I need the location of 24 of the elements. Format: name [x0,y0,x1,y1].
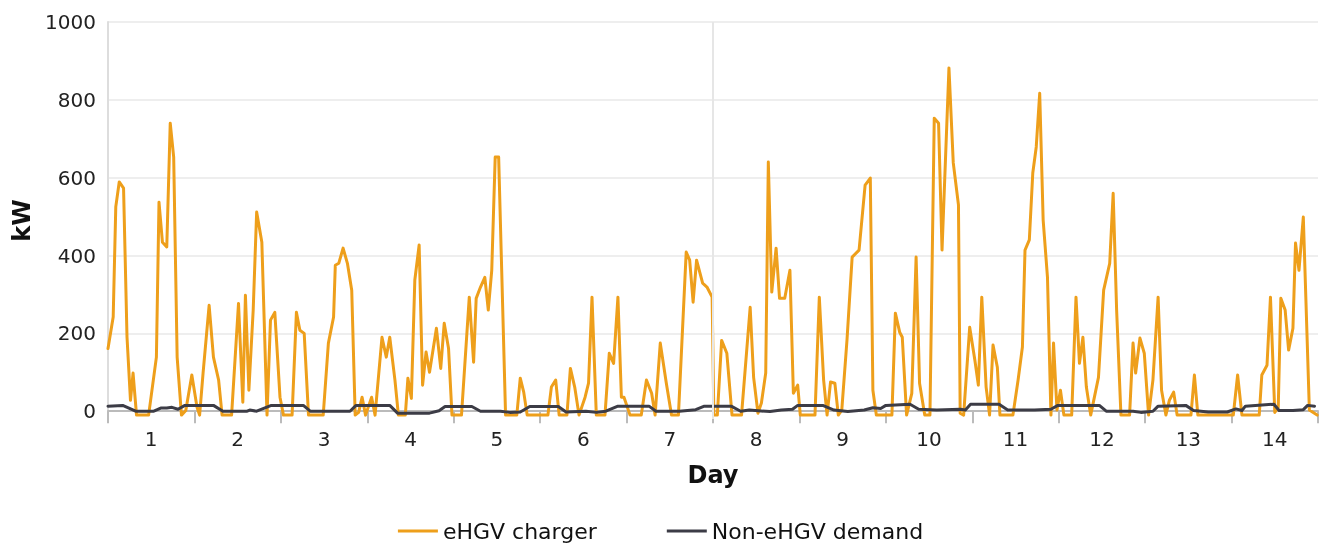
y-tick-label: 1000 [45,10,96,34]
x-tick-label: 9 [836,427,850,451]
x-tick-label: 4 [404,427,417,451]
x-tick-label: 1 [144,427,158,451]
x-tick-label: 11 [1002,427,1029,451]
x-tick-label: 10 [916,427,942,451]
y-tick-label: 0 [83,399,96,424]
x-tick-label: 8 [749,427,763,451]
x-tick-label: 7 [663,427,677,451]
legend-label: eHGV charger [442,518,598,544]
x-tick-label: 14 [1262,427,1288,451]
x-tick-label: 13 [1175,427,1202,451]
y-tick-label: 800 [57,87,96,112]
x-tick-label: 12 [1089,427,1115,451]
y-tick-label: 600 [57,165,96,190]
y-tick-label: 400 [57,243,96,268]
x-tick-label: 3 [317,427,331,451]
x-axis-title: Day [687,461,739,489]
legend-label: Non-eHGV demand [711,518,924,544]
x-tick-label: 5 [490,427,504,451]
y-axis-title: kW [8,199,37,242]
x-tick-label: 2 [231,427,245,451]
y-tick-label: 200 [57,321,96,346]
x-tick-label: 6 [576,427,590,451]
